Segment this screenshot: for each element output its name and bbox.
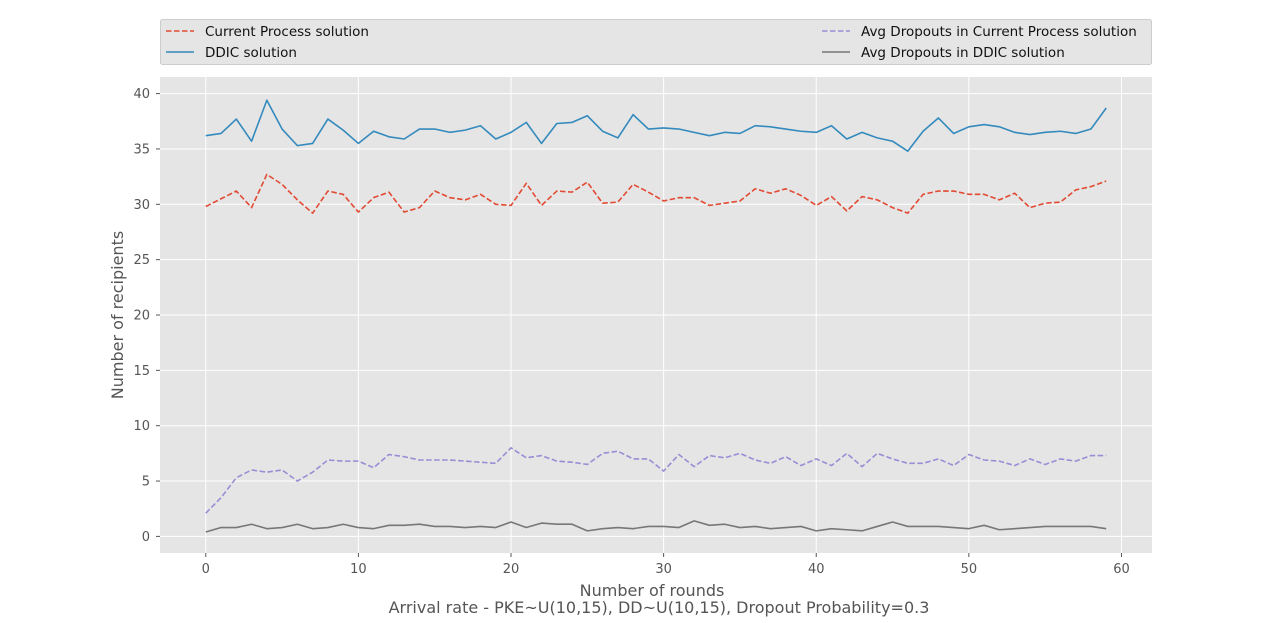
series-line-1 [205, 173, 1107, 214]
series-line-2 [205, 99, 1107, 152]
series-line-3 [205, 447, 1107, 514]
x-tick-label: 0 [202, 562, 210, 577]
y-tick-label: 35 [133, 142, 150, 157]
legend-label-2: DDIC solution [205, 45, 297, 61]
x-tick-label: 40 [808, 562, 825, 577]
series-line-4 [205, 520, 1107, 533]
y-axis-ticks: 0 5 10 15 20 25 30 35 40 [133, 87, 160, 545]
x-axis-ticks: 0 10 20 30 40 50 60 [202, 553, 1130, 577]
legend-label-4: Avg Dropouts in DDIC solution [861, 45, 1065, 61]
y-tick-label: 15 [133, 364, 150, 379]
y-tick-label: 40 [133, 87, 150, 102]
y-axis-label: Number of recipients [108, 231, 127, 399]
legend-label-1: Current Process solution [205, 24, 369, 40]
legend: Current Process solution DDIC solution Avg… [160, 19, 1152, 65]
x-tick-label: 10 [350, 562, 367, 577]
y-tick-label: 5 [142, 475, 150, 490]
y-tick-label: 25 [133, 253, 150, 268]
x-tick-label: 60 [1113, 562, 1130, 577]
series-layer [205, 99, 1107, 533]
x-axis-label: Number of rounds [580, 581, 725, 600]
x-tick-label: 30 [655, 562, 672, 577]
y-tick-label: 30 [133, 198, 150, 213]
y-tick-label: 20 [133, 309, 150, 324]
y-tick-label: 10 [133, 419, 150, 434]
chart-subtitle: Arrival rate - PKE~U(10,15), DD~U(10,15)… [389, 598, 930, 617]
x-tick-label: 50 [961, 562, 978, 577]
x-tick-label: 20 [503, 562, 520, 577]
legend-label-3: Avg Dropouts in Current Process solution [861, 24, 1137, 40]
legend-box [160, 19, 1152, 65]
grid-lines [160, 77, 1152, 553]
y-tick-label: 0 [142, 530, 150, 545]
